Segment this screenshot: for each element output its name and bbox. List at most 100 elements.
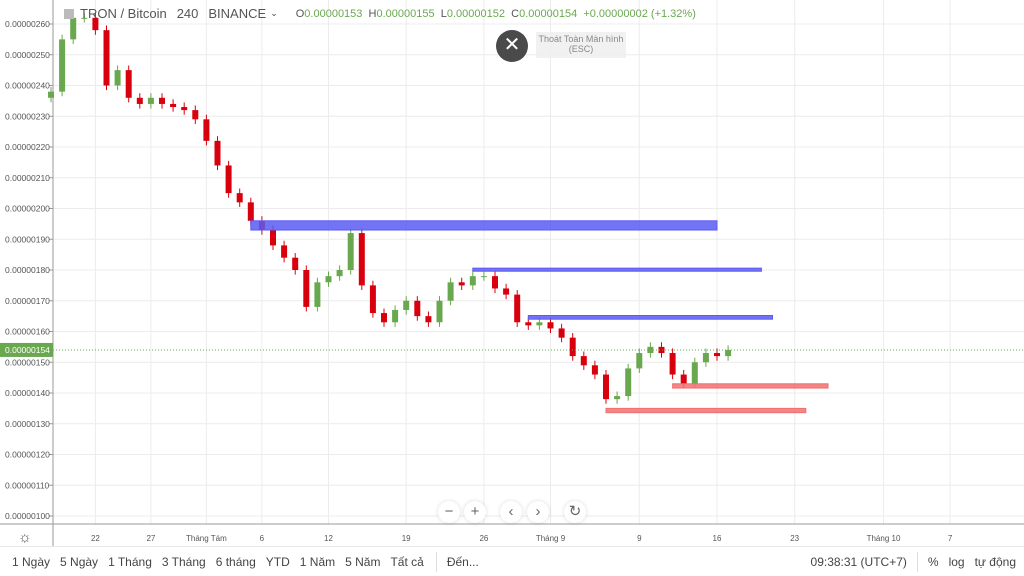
- y-tick-label: 0.00000140: [5, 388, 50, 398]
- y-tick-label: 0.00000160: [5, 327, 50, 337]
- candle: [81, 17, 88, 19]
- zoom-out-button[interactable]: −: [438, 501, 460, 523]
- x-tick-label: 26: [479, 534, 488, 543]
- range-6m[interactable]: 6 tháng: [215, 554, 256, 569]
- scroll-right-button[interactable]: ›: [527, 501, 549, 523]
- candle: [691, 362, 698, 384]
- candle: [136, 97, 143, 104]
- candle: [181, 107, 188, 111]
- last-price-label: 0.00000154: [5, 345, 50, 355]
- goto-date-button[interactable]: Đến...: [446, 554, 479, 569]
- candle: [336, 270, 343, 277]
- candle: [558, 328, 565, 338]
- x-tick-label: 23: [790, 534, 799, 543]
- candle: [414, 300, 421, 317]
- symbol-name[interactable]: TRON / Bitcoin: [80, 6, 167, 21]
- candle: [580, 356, 587, 366]
- percent-toggle[interactable]: %: [927, 554, 939, 569]
- candle: [702, 353, 709, 363]
- candle: [436, 300, 443, 323]
- candle: [536, 322, 543, 326]
- level-zone-red: [672, 383, 829, 389]
- x-tick-label: Tháng 9: [536, 534, 566, 543]
- level-zone-blue: [527, 315, 773, 320]
- candle: [347, 233, 354, 270]
- auto-toggle[interactable]: tự động: [974, 554, 1016, 569]
- range-3m[interactable]: 3 Tháng: [161, 554, 206, 569]
- y-tick-label: 0.00000250: [5, 50, 50, 60]
- scroll-left-button[interactable]: ‹: [500, 501, 522, 523]
- range-5y[interactable]: 5 Năm: [345, 554, 381, 569]
- y-tick-label: 0.00000190: [5, 234, 50, 244]
- y-tick-label: 0.00000170: [5, 296, 50, 306]
- candle: [358, 233, 365, 286]
- x-tick-label: Tháng 10: [867, 534, 901, 543]
- interval[interactable]: 240: [176, 6, 199, 21]
- candle: [636, 353, 643, 369]
- candle: [292, 257, 299, 270]
- exchange[interactable]: BINANCE: [208, 6, 267, 21]
- range-5d[interactable]: 5 Ngày: [60, 554, 99, 569]
- clock: 09:38:31 (UTC+7): [810, 554, 907, 569]
- candle: [714, 353, 720, 357]
- candle: [425, 316, 432, 323]
- candle: [314, 282, 321, 307]
- y-tick-label: 0.00000120: [5, 450, 50, 460]
- candle: [159, 97, 165, 104]
- candle: [192, 110, 199, 120]
- candle: [303, 270, 310, 307]
- candle: [458, 282, 465, 286]
- x-tick-label: 7: [948, 534, 953, 543]
- reset-chart-button[interactable]: ↻: [564, 501, 586, 523]
- x-tick-label: 16: [713, 534, 722, 543]
- zoom-in-button[interactable]: +: [464, 501, 486, 523]
- range-ytd[interactable]: YTD: [265, 554, 290, 569]
- candle: [591, 365, 598, 375]
- x-tick-label: 9: [637, 534, 642, 543]
- exit-fullscreen-tooltip: Thoát Toàn Màn hình (ESC): [536, 32, 626, 58]
- candle: [381, 313, 387, 323]
- range-1m[interactable]: 1 Tháng: [108, 554, 152, 569]
- y-tick-label: 0.00000180: [5, 265, 50, 275]
- chevron-down-icon[interactable]: ⌄: [270, 8, 278, 18]
- candle: [669, 353, 676, 375]
- candle: [680, 374, 687, 384]
- candle: [325, 276, 332, 283]
- candle: [547, 322, 554, 329]
- x-tick-label: 12: [324, 534, 333, 543]
- close-icon[interactable]: ✕: [496, 30, 528, 62]
- y-tick-label: 0.00000100: [5, 511, 50, 521]
- log-toggle[interactable]: log: [948, 554, 965, 569]
- y-tick-label: 0.00000260: [5, 19, 50, 29]
- x-tick-label: Tháng Tám: [186, 534, 227, 543]
- divider: [916, 551, 918, 572]
- y-tick-label: 0.00000220: [5, 142, 50, 152]
- price-chart[interactable]: 0.00000260 0.00000250 0.00000240 0.00000230…: [0, 0, 1024, 546]
- candle: [70, 17, 77, 40]
- candle: [603, 374, 609, 400]
- y-tick-label: 0.00000200: [5, 204, 50, 214]
- x-tick-label: 19: [402, 534, 411, 543]
- x-tick-label: 6: [260, 534, 265, 543]
- y-tick-label: 0.00000150: [5, 357, 50, 367]
- candle: [625, 368, 632, 397]
- range-all[interactable]: Tất cả: [390, 554, 424, 569]
- candle: [447, 282, 454, 301]
- y-tick-label: 0.00000130: [5, 419, 50, 429]
- candle: [658, 346, 665, 354]
- candle: [214, 140, 221, 166]
- ohlc-values: O0.00000153 H0.00000155 L0.00000152 C0.0…: [295, 7, 696, 20]
- candle: [503, 288, 510, 295]
- range-1d[interactable]: 1 Ngày: [12, 554, 51, 569]
- candle: [480, 276, 487, 278]
- candle: [369, 285, 376, 314]
- gear-icon[interactable]: ☼: [18, 529, 32, 546]
- last-price-badge: [0, 342, 53, 357]
- candle: [236, 193, 243, 203]
- level-zone-blue: [250, 220, 718, 231]
- candle: [270, 230, 276, 246]
- candle: [281, 245, 288, 258]
- candle: [125, 70, 132, 98]
- candle: [392, 309, 399, 323]
- range-1y[interactable]: 1 Năm: [299, 554, 336, 569]
